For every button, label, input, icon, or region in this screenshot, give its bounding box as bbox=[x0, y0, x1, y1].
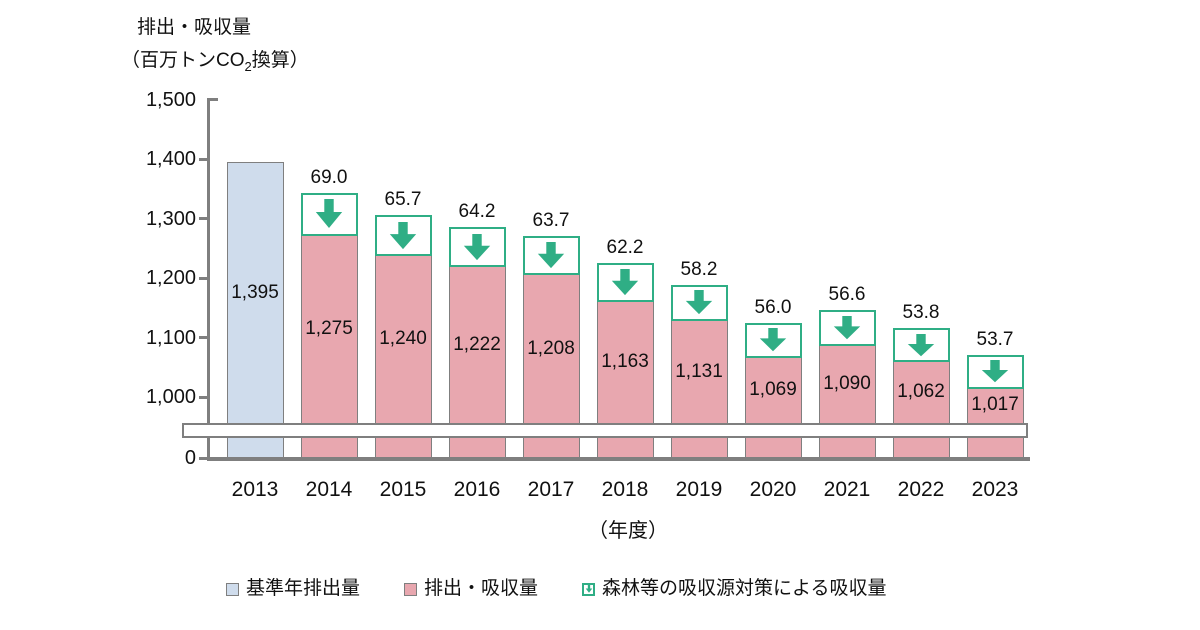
x-axis-category-2014: 2014 bbox=[305, 478, 353, 501]
bar-value-label: 1,017 bbox=[971, 394, 1019, 415]
x-axis-category-2015: 2015 bbox=[379, 478, 427, 501]
absorption-box-2016 bbox=[448, 226, 506, 268]
legend: 基準年排出量 排出・吸収量 森林等の吸収源対策による吸収量 bbox=[226, 578, 886, 600]
bar-value-label: 1,062 bbox=[897, 381, 945, 403]
bar-value-label: 1,222 bbox=[453, 333, 501, 355]
x-axis-unit-label: （年度） bbox=[588, 520, 668, 542]
down-arrow-icon bbox=[611, 269, 639, 296]
axis-break-band bbox=[182, 423, 1028, 438]
y-tick-label: 1,500 bbox=[145, 89, 196, 111]
legend-item-emission: 排出・吸収量 bbox=[404, 578, 538, 600]
x-axis-category-2018: 2018 bbox=[601, 478, 649, 501]
x-axis-category-2019: 2019 bbox=[675, 478, 723, 501]
bar-value-label: 1,208 bbox=[527, 337, 575, 359]
x-axis-line bbox=[207, 457, 1030, 461]
bar-emission-2021 bbox=[818, 343, 876, 460]
legend-label: 排出・吸収量 bbox=[424, 578, 539, 599]
absorption-value-label: 63.7 bbox=[532, 209, 570, 231]
x-axis-category-2023: 2023 bbox=[971, 478, 1019, 501]
down-arrow-icon bbox=[389, 221, 417, 249]
x-axis-category-2020: 2020 bbox=[749, 478, 797, 501]
bar-emission-2014 bbox=[300, 233, 358, 460]
chart-unit-label: （百万トンCO2換算） bbox=[121, 45, 309, 74]
unit-text-post: 換算） bbox=[251, 50, 309, 71]
down-arrow-icon bbox=[537, 242, 565, 269]
down-arrow-icon bbox=[315, 199, 343, 229]
absorption-box-2022 bbox=[892, 328, 950, 363]
legend-item-baseline: 基準年排出量 bbox=[226, 578, 360, 600]
x-axis-category-2013: 2013 bbox=[231, 478, 279, 501]
legend-swatch-emission bbox=[404, 582, 418, 596]
legend-label: 基準年排出量 bbox=[246, 578, 361, 599]
y-axis-tick bbox=[199, 217, 207, 221]
y-tick-label: 1,200 bbox=[145, 267, 196, 290]
absorption-box-2019 bbox=[670, 284, 728, 322]
bar-value-label: 1,131 bbox=[675, 360, 723, 382]
legend-item-absorption: 森林等の吸収源対策による吸収量 bbox=[582, 578, 886, 600]
bar-value-label: 1,275 bbox=[305, 317, 353, 339]
y-axis-tick bbox=[199, 276, 207, 280]
absorption-box-2015 bbox=[374, 215, 432, 257]
absorption-value-label: 69.0 bbox=[310, 166, 348, 188]
absorption-value-label: 56.6 bbox=[828, 283, 866, 305]
absorption-value-label: 65.7 bbox=[384, 189, 422, 211]
y-axis-line bbox=[207, 98, 210, 461]
down-arrow-icon bbox=[981, 360, 1009, 383]
absorption-value-label: 56.0 bbox=[754, 296, 792, 318]
unit-text-pre: （百万トンCO bbox=[121, 50, 245, 71]
absorption-value-label: 53.7 bbox=[976, 329, 1014, 350]
y-axis-tick bbox=[199, 395, 207, 399]
absorption-box-2023 bbox=[966, 355, 1024, 389]
absorption-box-2014 bbox=[300, 192, 358, 236]
legend-label: 森林等の吸収源対策による吸収量 bbox=[602, 578, 887, 599]
absorption-value-label: 58.2 bbox=[680, 258, 718, 280]
y-axis-tick bbox=[199, 157, 207, 161]
bar-emission-2020 bbox=[744, 356, 802, 460]
chart-title: 排出・吸収量 bbox=[137, 17, 252, 38]
down-arrow-icon bbox=[759, 328, 787, 352]
down-arrow-icon bbox=[685, 290, 713, 315]
y-tick-label: 1,300 bbox=[145, 207, 196, 230]
absorption-box-2020 bbox=[744, 322, 802, 358]
down-arrow-icon bbox=[463, 233, 491, 260]
absorption-box-2018 bbox=[596, 263, 654, 303]
x-axis-category-2022: 2022 bbox=[897, 478, 945, 501]
down-arrow-icon bbox=[833, 315, 861, 339]
absorption-value-label: 64.2 bbox=[458, 200, 496, 222]
x-axis-category-2017: 2017 bbox=[527, 478, 575, 501]
legend-swatch-absorption bbox=[582, 582, 596, 596]
bar-value-label: 1,090 bbox=[823, 372, 871, 394]
legend-swatch-baseline bbox=[226, 582, 239, 596]
y-tick-label: 1,100 bbox=[145, 326, 196, 349]
bar-emission-2019 bbox=[670, 319, 728, 460]
y-axis-tick bbox=[199, 456, 207, 460]
bar-value-label: 1,163 bbox=[601, 351, 649, 373]
bar-value-label: 1,069 bbox=[749, 379, 797, 400]
y-axis-tick bbox=[199, 336, 207, 340]
y-tick-label: 0 bbox=[184, 447, 196, 469]
bar-emission-2022 bbox=[892, 360, 950, 460]
bar-value-label: 1,240 bbox=[379, 328, 427, 350]
x-axis-category-2021: 2021 bbox=[823, 478, 871, 501]
y-tick-label: 1,400 bbox=[145, 148, 196, 171]
down-arrow-icon bbox=[585, 585, 592, 593]
absorption-box-2021 bbox=[818, 309, 876, 346]
bar-value-label: 1,395 bbox=[231, 282, 279, 304]
absorption-box-2017 bbox=[522, 235, 580, 276]
absorption-value-label: 53.8 bbox=[902, 302, 940, 324]
x-axis-category-2016: 2016 bbox=[453, 478, 501, 501]
y-tick-label: 1,000 bbox=[145, 386, 196, 408]
y-axis-tick bbox=[207, 98, 218, 101]
bar-baseline-2013 bbox=[226, 162, 284, 460]
unit-text-sub: 2 bbox=[244, 58, 252, 74]
down-arrow-icon bbox=[907, 333, 935, 356]
absorption-value-label: 62.2 bbox=[606, 237, 644, 259]
